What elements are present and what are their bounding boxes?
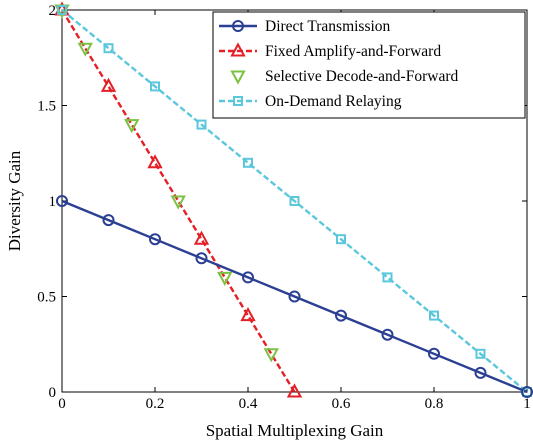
legend-swatch-marker bbox=[232, 20, 244, 32]
x-axis-label: Spatial Multiplexing Gain bbox=[206, 421, 384, 440]
series-0-point bbox=[335, 309, 347, 322]
series-3-point bbox=[429, 310, 439, 321]
legend-swatch-marker bbox=[230, 42, 246, 57]
series-1-point bbox=[147, 154, 163, 169]
series-1-point bbox=[286, 383, 303, 398]
legend-entry: On-Demand Relaying bbox=[265, 93, 402, 110]
series-3-point bbox=[475, 348, 486, 359]
series-1-point bbox=[240, 307, 256, 322]
legend-box bbox=[212, 11, 526, 119]
legend-entry: Direct Transmission bbox=[265, 18, 391, 35]
series-0-point bbox=[242, 271, 254, 284]
series-3-point bbox=[103, 43, 114, 54]
x-tick-label: 0.2 bbox=[146, 396, 165, 412]
series-3-point bbox=[289, 196, 300, 206]
legend-swatch-marker bbox=[233, 96, 243, 106]
x-tick-label: 1 bbox=[523, 396, 531, 412]
series-1-point bbox=[100, 77, 117, 92]
series-0-point bbox=[56, 195, 68, 207]
series-0-point bbox=[195, 252, 208, 265]
series-3-point bbox=[57, 5, 67, 15]
y-axis-label: Diversity Gain bbox=[5, 150, 24, 251]
legend-swatch-marker bbox=[230, 70, 246, 85]
series-0-point bbox=[521, 386, 533, 398]
series-0-point bbox=[474, 366, 487, 379]
x-tick-label: 0 bbox=[58, 396, 66, 412]
series-2-point bbox=[124, 119, 140, 134]
axis-ticks: 0 0.2 0.4 0.6 0.8 1 0 0.5 1 1.5 2 bbox=[37, 3, 531, 412]
markers-layer bbox=[54, 1, 533, 398]
legend: Direct Transmission Fixed Amplify-and-For… bbox=[212, 11, 526, 119]
series-3-point bbox=[382, 272, 393, 283]
legend-entry: Fixed Amplify-and-Forward bbox=[265, 43, 441, 60]
series-3-point bbox=[336, 234, 346, 245]
y-tick-label: 0.5 bbox=[37, 290, 56, 306]
series-0-point bbox=[381, 328, 394, 341]
series-1-point bbox=[193, 230, 210, 245]
series-0-point bbox=[102, 214, 115, 227]
legend-entry: Selective Decode-and-Forward bbox=[265, 68, 458, 85]
y-tick-label: 1 bbox=[49, 194, 57, 210]
series-3-point bbox=[243, 157, 253, 168]
y-tick-label: 0 bbox=[49, 385, 57, 401]
y-tick-label: 2 bbox=[49, 3, 57, 19]
x-tick-label: 0.6 bbox=[332, 396, 351, 412]
series-line-0 bbox=[61, 199, 528, 394]
series-0-point bbox=[149, 233, 161, 246]
series-3-point bbox=[150, 81, 160, 92]
series-line-3 bbox=[61, 9, 528, 393]
series-2-point bbox=[263, 348, 279, 363]
series-3-point bbox=[196, 119, 207, 130]
x-tick-label: 0.4 bbox=[239, 396, 258, 412]
series-2-point bbox=[77, 42, 93, 57]
series-2-point bbox=[170, 195, 186, 210]
x-tick-label: 0.8 bbox=[425, 396, 444, 412]
series-0-point bbox=[428, 347, 440, 360]
series-2-point bbox=[217, 271, 233, 286]
series-layer bbox=[60, 9, 528, 394]
series-line-1 bbox=[60, 9, 296, 393]
series-0-point bbox=[288, 290, 301, 303]
y-tick-label: 1.5 bbox=[37, 99, 56, 115]
